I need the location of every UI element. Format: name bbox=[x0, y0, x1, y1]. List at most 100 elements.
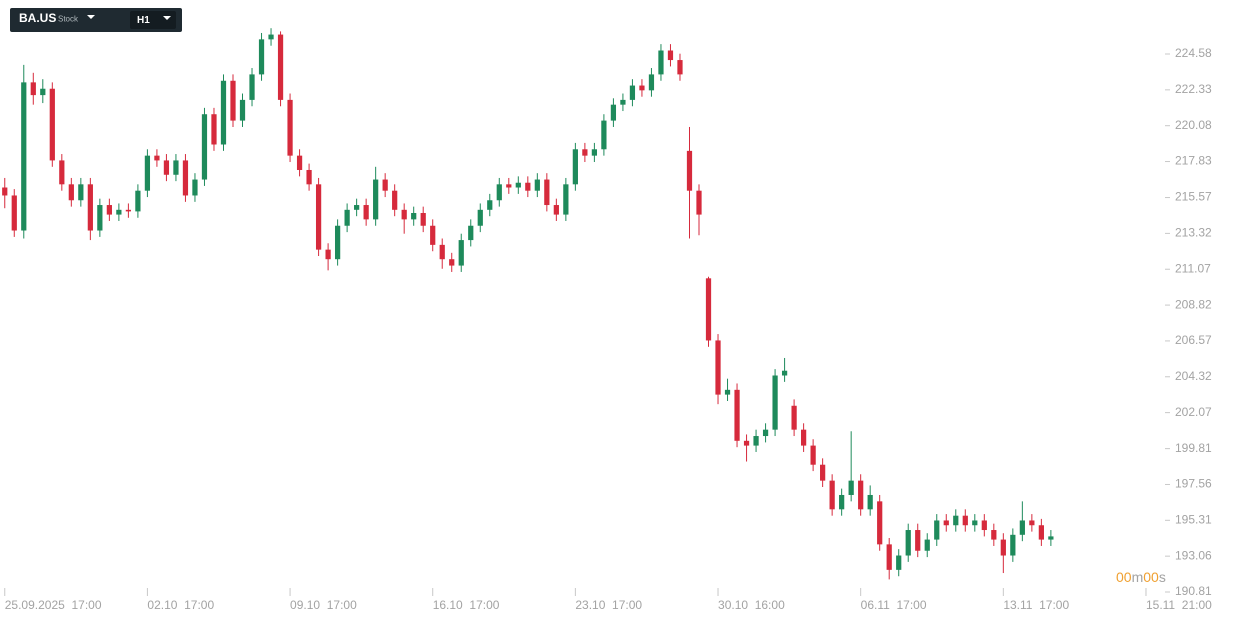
candle-body bbox=[610, 104, 617, 121]
candle-body bbox=[781, 370, 788, 376]
candle-body bbox=[49, 88, 55, 161]
candle-body bbox=[382, 179, 388, 191]
candle-body bbox=[743, 440, 750, 446]
candle-body bbox=[21, 82, 27, 231]
symbol[interactable]: BA.US bbox=[19, 11, 56, 25]
candle-body bbox=[829, 480, 835, 510]
candle-body bbox=[373, 179, 379, 220]
candle-body bbox=[629, 85, 636, 100]
y-tick-label: 217.83 bbox=[1175, 154, 1212, 168]
candle-body bbox=[334, 225, 341, 260]
candle-body bbox=[877, 501, 883, 545]
interval[interactable]: H1 bbox=[137, 15, 150, 26]
candle-body bbox=[934, 520, 940, 540]
y-tick-label: 199.81 bbox=[1175, 441, 1212, 455]
x-tick-label: 16.10 17:00 bbox=[433, 598, 500, 612]
candle-body bbox=[515, 182, 521, 188]
candle-body bbox=[553, 205, 559, 215]
candle-body bbox=[1000, 539, 1006, 556]
candle-body bbox=[268, 34, 274, 40]
symbol-dropdown[interactable] bbox=[87, 15, 95, 19]
y-tick-label: 197.56 bbox=[1175, 477, 1212, 491]
candle-body bbox=[858, 480, 864, 510]
candle-body bbox=[325, 249, 331, 260]
candle-body bbox=[458, 240, 464, 266]
y-tick-label: 215.57 bbox=[1175, 190, 1212, 204]
candle-body bbox=[848, 480, 854, 495]
candle-body bbox=[715, 340, 721, 395]
candle-body bbox=[144, 155, 151, 191]
candle-body bbox=[962, 515, 968, 526]
candle-body bbox=[648, 74, 655, 91]
candle-body bbox=[810, 445, 816, 465]
candle-body bbox=[468, 225, 474, 241]
candle-body bbox=[1019, 520, 1025, 535]
timer-seconds: 00 bbox=[1143, 569, 1159, 585]
candle-body bbox=[991, 530, 997, 540]
x-tick-label: 15.11 21:00 bbox=[1146, 598, 1212, 612]
x-tick-label: 13.11 17:00 bbox=[1003, 598, 1069, 612]
y-tick-label: 222.33 bbox=[1175, 82, 1212, 96]
candle-body bbox=[449, 259, 455, 266]
y-tick-label: 195.31 bbox=[1175, 512, 1212, 526]
candle-body bbox=[820, 464, 826, 481]
candle-body bbox=[943, 520, 949, 526]
candle-body bbox=[211, 114, 217, 145]
candle-body bbox=[277, 34, 284, 100]
candle-body bbox=[487, 200, 493, 210]
candle-body bbox=[839, 494, 845, 510]
y-tick-label: 202.07 bbox=[1175, 405, 1212, 419]
candle-body bbox=[40, 88, 46, 96]
candle-body bbox=[1038, 525, 1044, 540]
candle-body bbox=[287, 99, 293, 156]
candle-body bbox=[534, 179, 540, 191]
candle-body bbox=[658, 50, 664, 75]
candle-body bbox=[106, 205, 112, 215]
candle-body bbox=[411, 212, 417, 220]
candle-body bbox=[601, 120, 607, 150]
x-tick-label: 30.10 16:00 bbox=[718, 598, 785, 612]
candle-body bbox=[496, 184, 502, 201]
interval-dropdown[interactable] bbox=[163, 16, 171, 20]
candle-body bbox=[800, 429, 807, 446]
candle-body bbox=[639, 85, 645, 91]
candle-body bbox=[525, 182, 531, 191]
candle-body bbox=[220, 80, 227, 145]
candle-body bbox=[59, 160, 65, 185]
x-tick-label: 06.11 17:00 bbox=[861, 598, 927, 612]
timer-minutes: 00 bbox=[1116, 569, 1132, 585]
candle-body bbox=[249, 74, 255, 100]
candle-body bbox=[430, 225, 436, 245]
y-tick-label: 204.32 bbox=[1175, 369, 1212, 383]
candle-body bbox=[886, 544, 892, 570]
x-tick-label: 25.09.2025 17:00 bbox=[5, 598, 102, 612]
candle-body bbox=[392, 190, 398, 210]
asset-type: Stock bbox=[58, 15, 79, 24]
candle-body bbox=[2, 187, 8, 196]
y-tick-label: 224.58 bbox=[1175, 46, 1212, 60]
candle-body bbox=[924, 539, 930, 551]
y-tick-label: 206.57 bbox=[1175, 333, 1212, 347]
candle-body bbox=[230, 80, 236, 121]
candle-body bbox=[306, 169, 312, 185]
candle-body bbox=[182, 160, 189, 196]
candle-body bbox=[173, 160, 179, 175]
candle-body bbox=[753, 436, 759, 446]
y-tick-label: 213.32 bbox=[1175, 226, 1212, 240]
candle-body bbox=[201, 114, 208, 180]
candle-body bbox=[791, 405, 797, 430]
candle-body bbox=[87, 184, 93, 231]
candle-body bbox=[154, 155, 160, 161]
candle-body bbox=[972, 520, 978, 526]
candle-body bbox=[677, 60, 683, 75]
candle-body bbox=[97, 205, 103, 231]
candle-body bbox=[11, 195, 17, 231]
candle-body bbox=[544, 179, 550, 206]
candle-body bbox=[724, 389, 731, 395]
candle-body bbox=[762, 429, 769, 437]
interval-box[interactable] bbox=[130, 11, 176, 29]
candle-body bbox=[1048, 536, 1054, 540]
candle-body bbox=[572, 149, 578, 185]
candle-body bbox=[591, 149, 598, 156]
y-tick-label: 193.06 bbox=[1175, 548, 1212, 562]
